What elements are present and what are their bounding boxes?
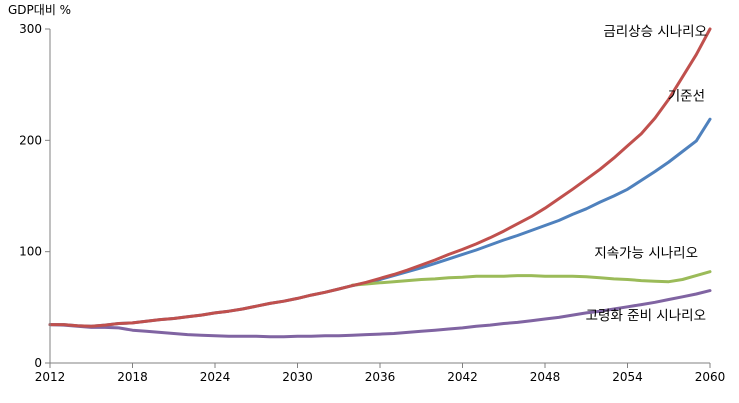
x-tick-label: 2012 <box>35 370 66 384</box>
y-tick-label: 200 <box>19 133 42 147</box>
ticks-layer: 2012 2018 2024 2030 2036 2042 2048 2054 2060 0 100… <box>19 22 725 384</box>
series-line-0 <box>48 27 712 328</box>
series-label-0: 금리상승 시나리오 <box>603 24 707 40</box>
x-tick-label: 2048 <box>530 370 561 384</box>
x-tick-label: 2042 <box>447 370 478 384</box>
x-tick-label: 2030 <box>282 370 313 384</box>
x-tick-label: 2018 <box>117 370 148 384</box>
series-line-1 <box>48 117 712 328</box>
x-tick-label: 2036 <box>365 370 396 384</box>
series-label-1: 기준선 <box>668 89 705 105</box>
x-tick-label: 2060 <box>695 370 726 384</box>
series-line-3 <box>48 289 712 339</box>
y-tick-label: 300 <box>19 22 42 36</box>
series-layer <box>48 27 712 339</box>
x-tick-label: 2054 <box>612 370 643 384</box>
series-label-2: 지속가능 시나리오 <box>594 246 698 262</box>
y-tick-label: 0 <box>34 356 42 370</box>
series-line-2 <box>351 270 712 287</box>
x-tick-label: 2024 <box>200 370 231 384</box>
series-label-3: 고령화 준비 시나리오 <box>586 308 706 324</box>
y-axis-label: GDP대비 % <box>8 3 71 17</box>
y-tick-label: 100 <box>19 245 42 259</box>
